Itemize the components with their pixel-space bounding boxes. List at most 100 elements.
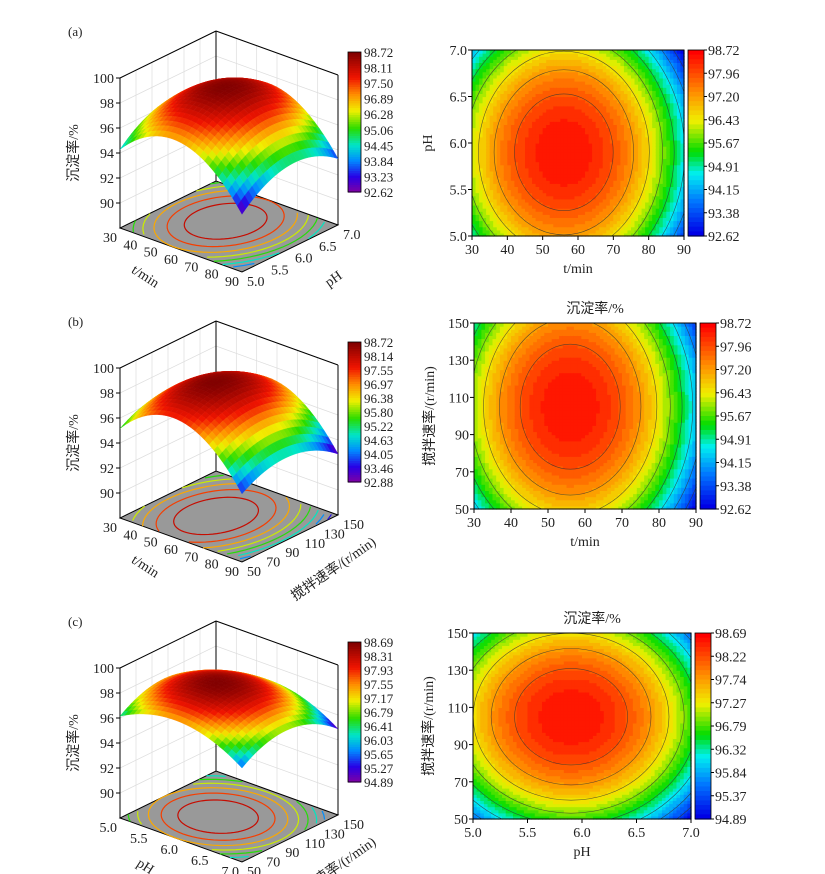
contour-cell — [503, 121, 508, 125]
contour-cell — [472, 177, 477, 181]
contour-cell — [507, 108, 512, 113]
contour-cell — [662, 220, 667, 225]
contour-cell — [532, 96, 537, 101]
contour-cell — [514, 177, 519, 181]
colorbar-tick-label: 96.28 — [364, 107, 393, 122]
contour-cell — [616, 211, 621, 215]
contour-cell — [574, 198, 579, 203]
contour-cell — [613, 223, 618, 228]
contour-cell — [489, 174, 494, 178]
contour-cell — [475, 211, 480, 215]
contour-cell — [585, 167, 590, 172]
contour-cell — [662, 174, 667, 178]
contour-cell — [528, 93, 533, 98]
contour-cell — [510, 149, 515, 153]
contour-cell — [638, 81, 643, 85]
contour-cell — [613, 201, 618, 206]
contour-cell — [532, 214, 537, 218]
contour-cell — [535, 62, 540, 67]
contour-cell — [666, 121, 671, 125]
colorbar-segment — [348, 185, 361, 188]
contour-cell — [556, 205, 561, 209]
contour-cell — [645, 177, 650, 181]
contour-cell — [638, 121, 643, 125]
contour-cell — [556, 161, 561, 166]
contour-cell — [655, 56, 660, 60]
contour-cell — [542, 136, 547, 141]
contour-cell — [472, 121, 477, 125]
contour-cell — [634, 170, 639, 175]
contour-cell — [648, 164, 653, 169]
contour-cell — [616, 84, 621, 88]
contour-cell — [609, 130, 614, 135]
contour-cell — [585, 189, 590, 194]
contour-cell — [510, 161, 515, 166]
contour-cell — [486, 96, 491, 101]
contour-cell — [546, 192, 551, 197]
contour-cell — [549, 226, 554, 231]
contour-cell — [496, 189, 501, 194]
colorbar-segment — [688, 105, 704, 112]
contour-cell — [613, 211, 618, 215]
contour-cell — [666, 220, 671, 225]
contour-cell — [655, 68, 660, 73]
contour-cell — [556, 133, 561, 138]
contour-cell — [578, 161, 583, 166]
contour-cell — [588, 102, 593, 107]
contour-cell — [606, 53, 611, 57]
contour-cell — [496, 155, 501, 160]
contour-cell — [493, 105, 498, 110]
contour-cell — [475, 164, 480, 169]
contour-cell — [595, 155, 600, 160]
contour-cell — [676, 201, 682, 206]
contour-cell — [662, 198, 667, 203]
contour-cell — [525, 149, 530, 153]
contour-cell — [666, 56, 671, 60]
contour-cell — [655, 198, 660, 203]
contour-cell — [542, 127, 547, 132]
contour-cell — [599, 105, 604, 110]
contour-cell — [631, 177, 636, 181]
contour-cell — [567, 149, 572, 153]
contour-cell — [539, 189, 544, 194]
contour-cell — [641, 198, 646, 203]
contour-cell — [567, 130, 572, 135]
contour-cell — [623, 99, 629, 104]
contour-cell — [659, 108, 664, 113]
contour-cell — [517, 68, 523, 73]
contour-cell — [563, 170, 568, 175]
colorbar-segment — [348, 143, 361, 146]
contour-cell — [599, 226, 604, 231]
contour-cell — [496, 217, 501, 222]
contour-cell — [634, 124, 639, 129]
contour-cell — [574, 170, 579, 175]
contour-cell — [606, 112, 611, 116]
contour-cell — [613, 174, 618, 178]
contour-cell — [503, 77, 508, 82]
contour-cell — [535, 152, 540, 156]
contour-cell — [588, 183, 593, 187]
contour-cell — [535, 87, 540, 91]
contour-cell — [659, 232, 664, 237]
contour-cell — [588, 90, 593, 94]
contour-cell — [662, 195, 667, 200]
contour-cell — [514, 195, 519, 200]
contour-cell — [560, 99, 565, 104]
contour-cell — [602, 223, 607, 228]
contour-cell — [652, 155, 657, 160]
contour-cell — [525, 192, 530, 197]
contour-cell — [574, 56, 579, 60]
contour-cell — [542, 124, 547, 129]
contour-cell — [673, 71, 678, 76]
contour-cell — [507, 124, 512, 129]
contour-cell — [528, 99, 533, 104]
contour-cell — [613, 164, 618, 169]
contour-cell — [489, 220, 494, 225]
contour-cell — [517, 192, 523, 197]
contour-cell — [503, 205, 508, 209]
contour-cell — [510, 192, 515, 197]
contour-cell — [503, 71, 508, 76]
contour-cell — [606, 143, 611, 147]
contour-cell — [645, 232, 650, 237]
contour-cell — [666, 229, 671, 234]
